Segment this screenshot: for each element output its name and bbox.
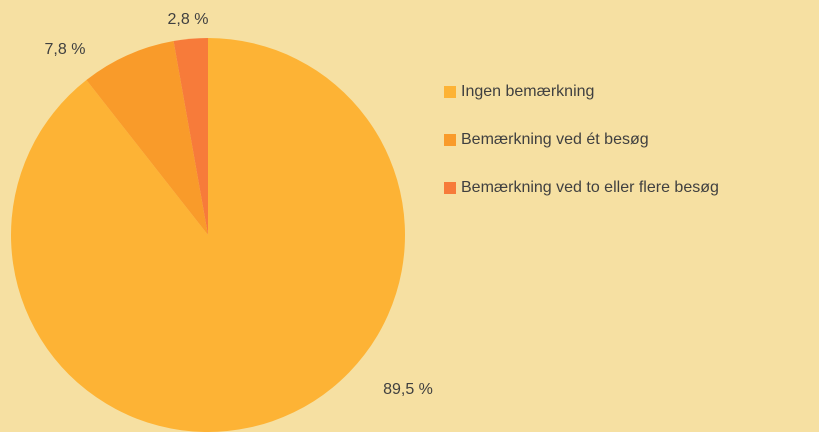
legend-label: Ingen bemærkning — [461, 83, 594, 100]
data-label: 89,5 % — [383, 381, 433, 398]
pie-slice — [10, 38, 405, 432]
pie-slice — [173, 38, 208, 235]
legend-label: Bemærkning ved to eller flere besøg — [461, 179, 719, 196]
legend-label: Bemærkning ved ét besøg — [461, 131, 649, 148]
data-label: 2,8 % — [168, 11, 209, 28]
pie-slice — [86, 41, 208, 235]
data-label: 7,8 % — [45, 41, 86, 58]
legend-swatch — [444, 182, 456, 194]
legend-swatch — [444, 86, 456, 98]
legend-swatch — [444, 134, 456, 146]
